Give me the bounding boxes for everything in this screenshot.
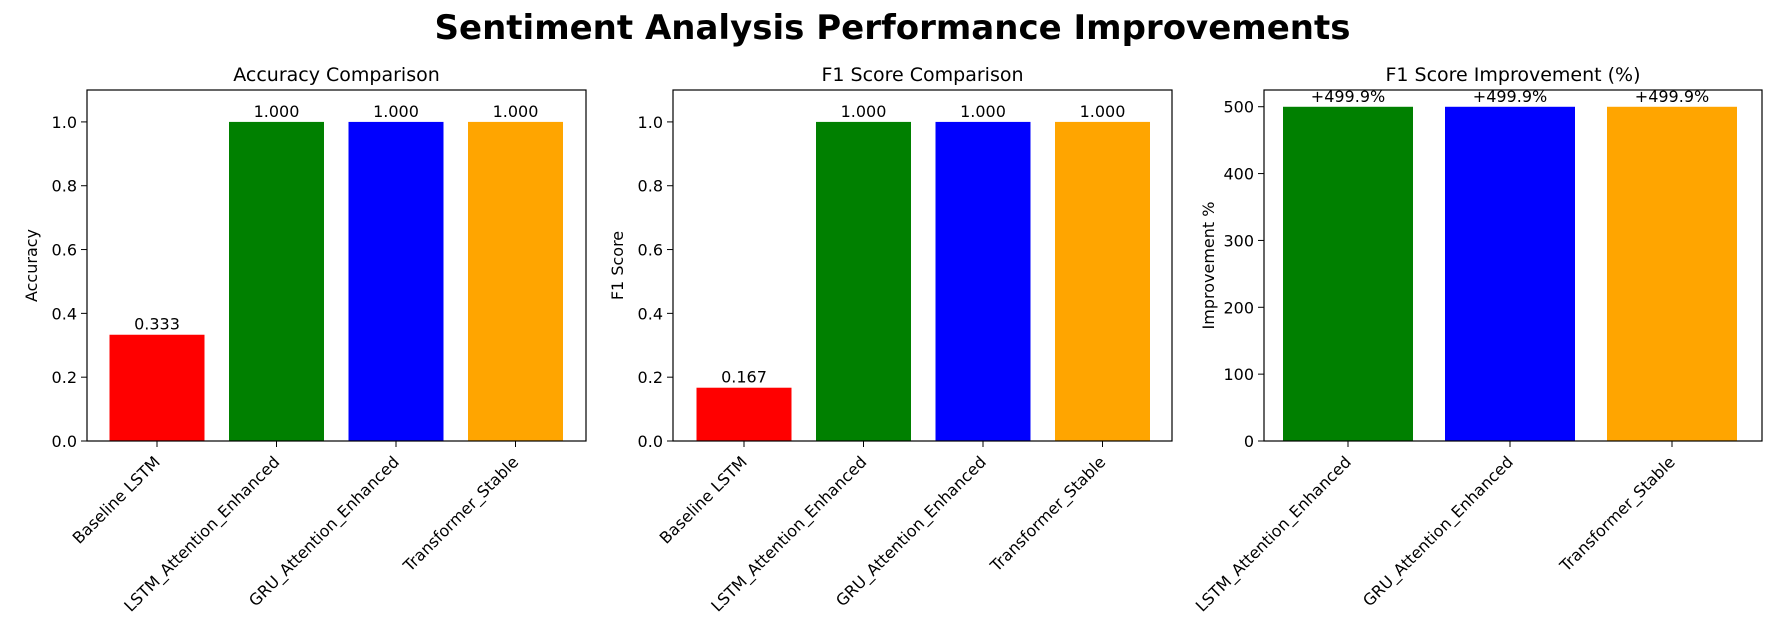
bar (1055, 121, 1150, 441)
x-tick-label: Baseline LSTM (656, 452, 751, 547)
y-tick-label: 0.6 (52, 241, 77, 260)
bar (696, 387, 792, 441)
y-tick-label: 0.2 (638, 368, 663, 387)
data-label: 1.000 (254, 102, 300, 121)
x-tick-label: LSTM_Attention_Enhanced (1192, 452, 1356, 616)
y-tick-label: 0.4 (638, 304, 663, 323)
chart-panel-3: +499.9% LSTM_Attention_Enhanced +499.9% GRU… (1192, 64, 1763, 616)
axes-frame (1263, 89, 1763, 442)
bar (935, 121, 1031, 441)
data-label: +499.9% (1311, 87, 1385, 106)
x-tick-label: Transformer_Stable (986, 452, 1110, 576)
y-tick-label: 0.4 (52, 304, 77, 323)
y-tick-label: 100 (1223, 365, 1254, 384)
data-label: +499.9% (1473, 87, 1547, 106)
y-tick-label: 0.0 (638, 432, 663, 451)
y-tick-label: 0.8 (638, 177, 663, 196)
axes-frame (86, 89, 587, 442)
bar (816, 121, 911, 441)
x-tick-label: GRU_Attention_Enhanced (1359, 452, 1518, 611)
y-tick-label: 0.2 (52, 368, 77, 387)
data-label: 0.167 (721, 368, 767, 387)
y-tick-label: 0.6 (638, 241, 663, 260)
y-tick-label: 200 (1223, 298, 1254, 317)
x-tick-label: Transformer_Stable (399, 452, 523, 576)
y-axis-label: Improvement % (1199, 202, 1218, 330)
data-label: 1.000 (493, 102, 539, 121)
data-label: 0.333 (134, 315, 180, 334)
chart-title: Accuracy Comparison (233, 64, 440, 86)
x-tick-label: Baseline LSTM (69, 452, 164, 547)
figure-title: Sentiment Analysis Performance Improveme… (434, 8, 1351, 48)
y-tick-label: 1.0 (52, 113, 77, 132)
y-tick-label: 0.8 (52, 177, 77, 196)
chart-title: F1 Score Improvement (%) (1385, 64, 1640, 86)
data-label: +499.9% (1635, 87, 1709, 106)
y-axis-label: Accuracy (22, 229, 41, 302)
bar (468, 121, 563, 441)
y-tick-label: 0 (1244, 432, 1254, 451)
chart-title: F1 Score Comparison (821, 64, 1023, 86)
bar (1283, 106, 1413, 442)
data-label: 1.000 (373, 102, 419, 121)
y-tick-label: 400 (1223, 165, 1254, 184)
axes-frame (672, 89, 1173, 442)
y-tick-label: 1.0 (638, 113, 663, 132)
x-tick-label: Transformer_Stable (1555, 452, 1679, 576)
bar (229, 121, 324, 441)
bar (1607, 106, 1737, 442)
bar (1445, 106, 1575, 442)
data-label: 1.000 (841, 102, 887, 121)
bar (348, 121, 444, 441)
bar (109, 334, 205, 441)
y-axis-label: F1 Score (608, 231, 627, 300)
data-label: 1.000 (960, 102, 1006, 121)
y-tick-label: 500 (1223, 98, 1254, 117)
y-tick-label: 300 (1223, 231, 1254, 250)
y-tick-label: 0.0 (52, 432, 77, 451)
data-label: 1.000 (1080, 102, 1126, 121)
